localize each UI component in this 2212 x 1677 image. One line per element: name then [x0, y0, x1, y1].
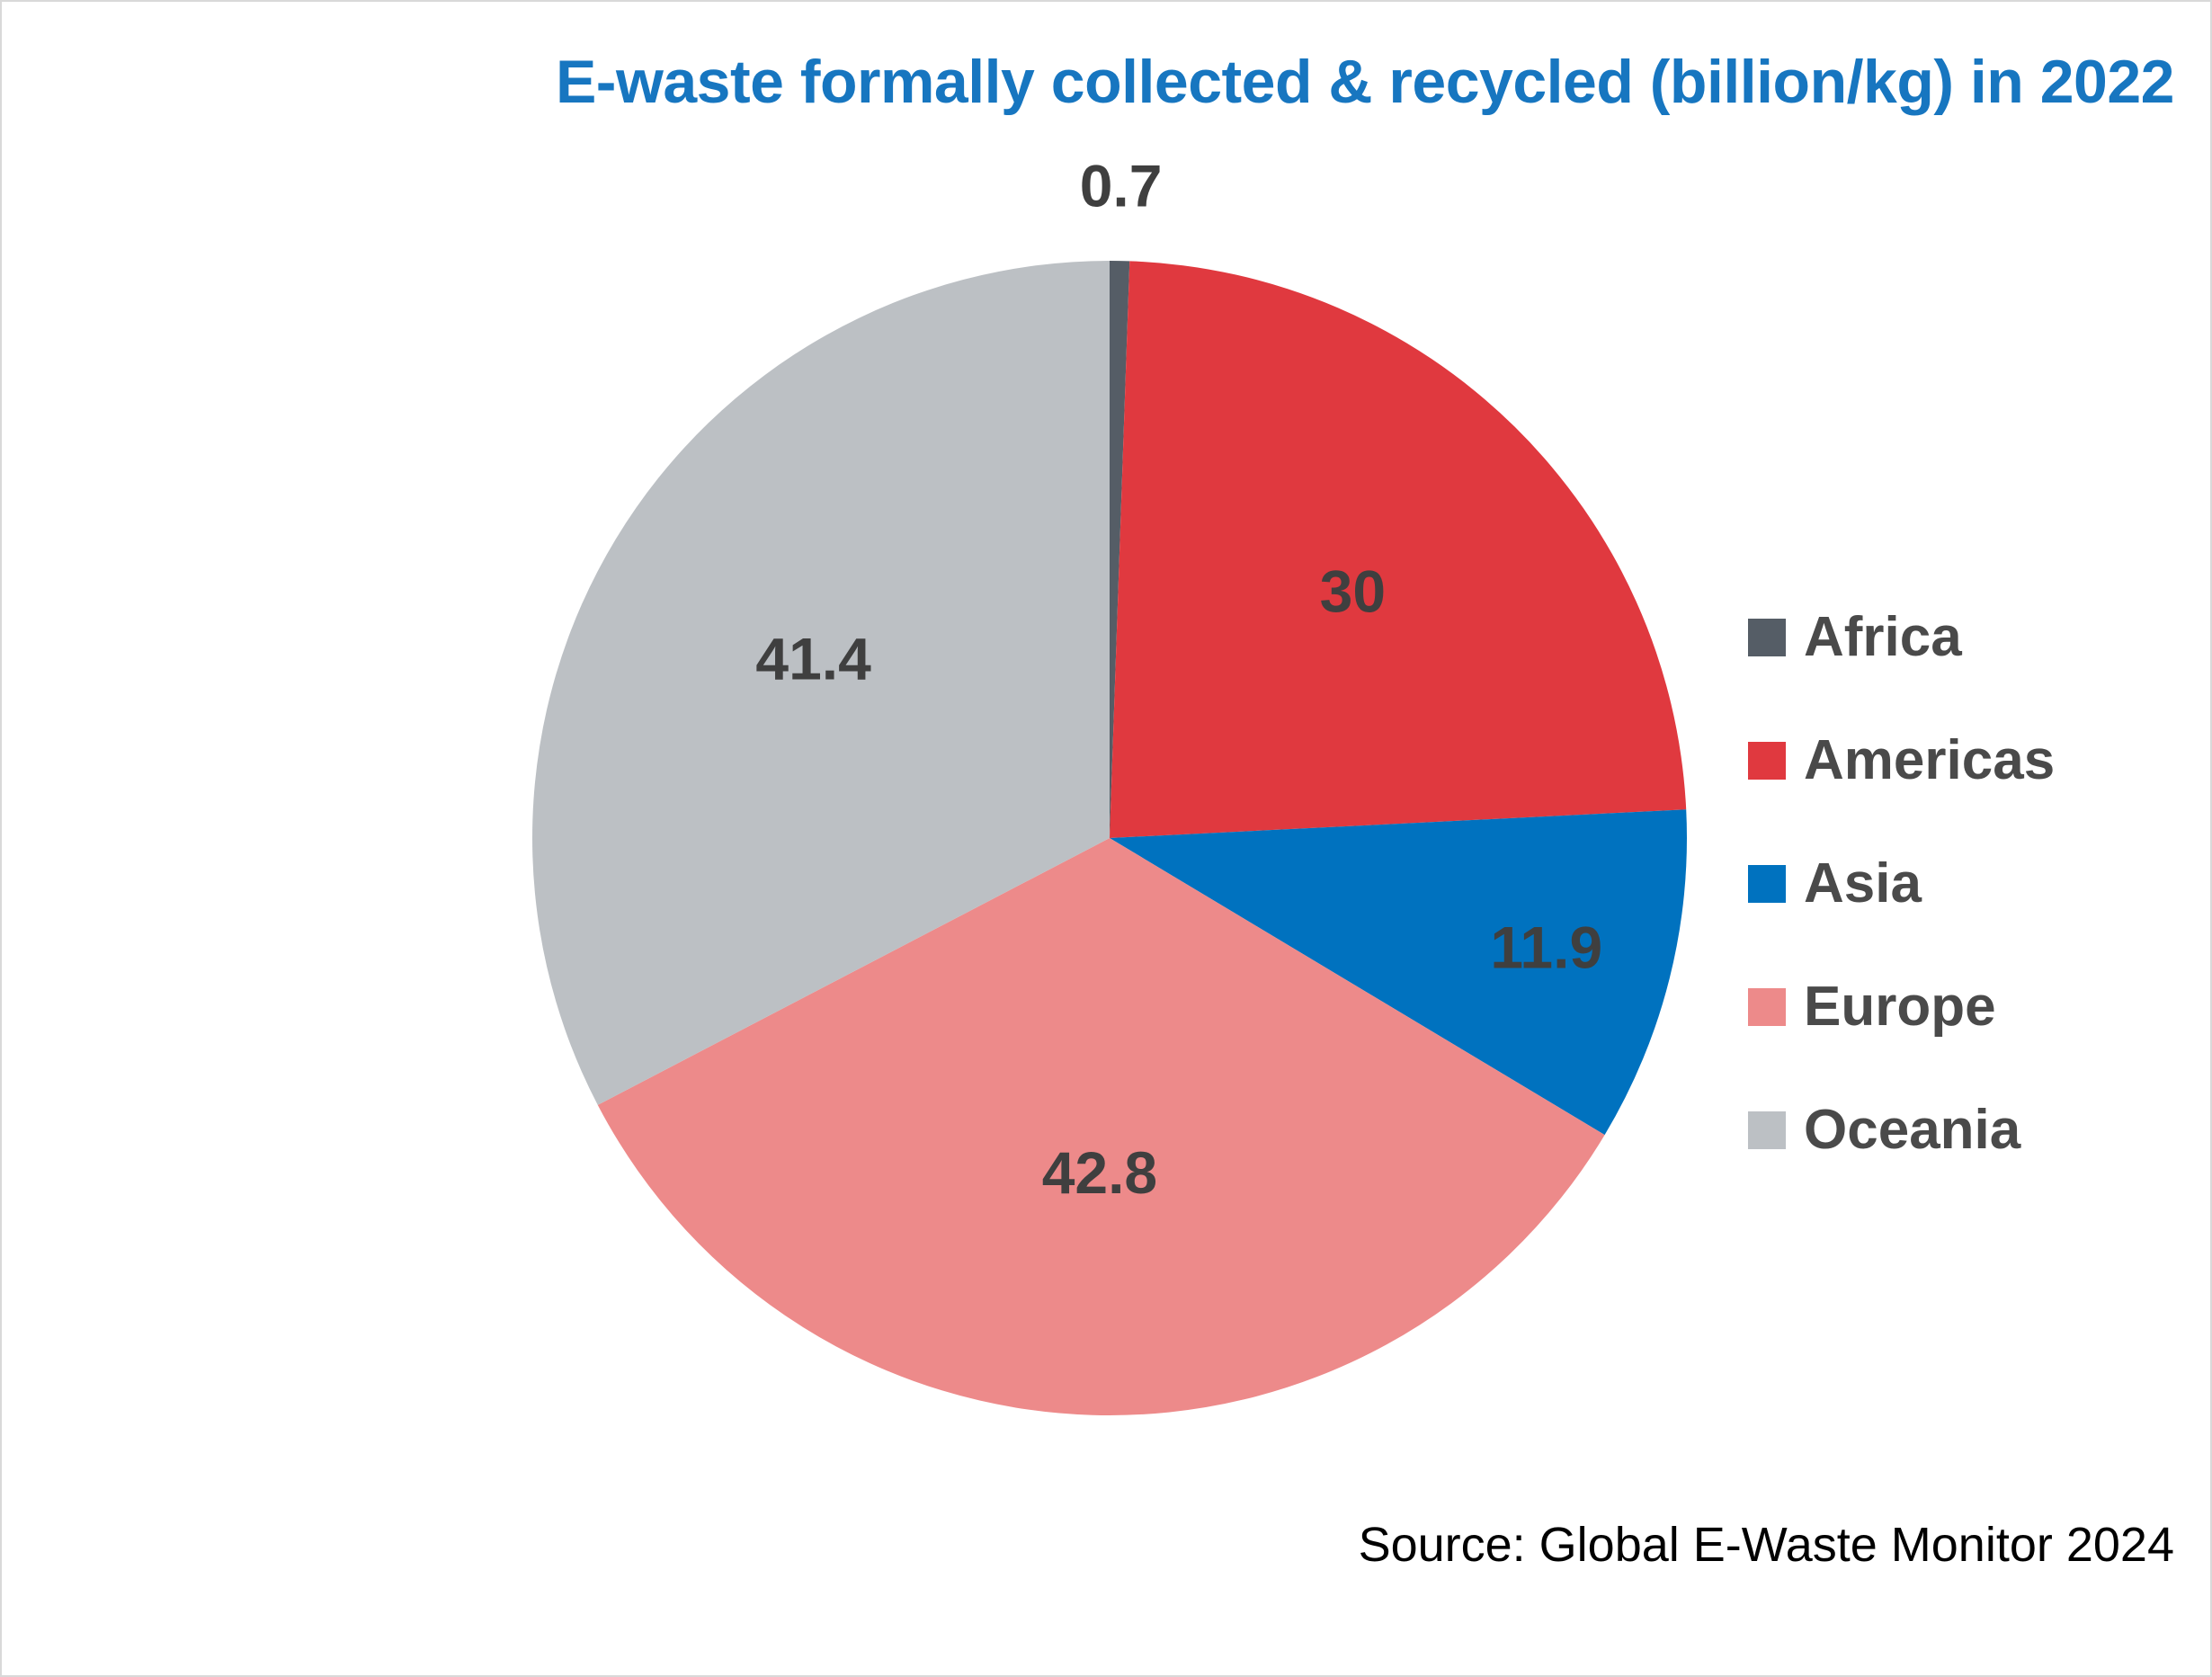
legend-item-americas: Americas — [1748, 699, 2055, 822]
pie-slice-africa — [1110, 261, 1130, 838]
legend-swatch-europe — [1748, 987, 1786, 1026]
data-label-oceania: 41.4 — [755, 625, 871, 691]
legend-swatch-americas — [1748, 741, 1786, 780]
data-label-americas: 30 — [1320, 558, 1386, 625]
legend: Africa Americas Asia Europe Oceania — [1748, 575, 2055, 1191]
legend-swatch-asia — [1748, 864, 1786, 903]
legend-label-africa: Africa — [1804, 606, 1962, 668]
legend-item-asia: Asia — [1748, 822, 2055, 945]
data-label-europe: 42.8 — [1042, 1139, 1157, 1206]
pie-slice-oceania — [532, 261, 1110, 1105]
legend-item-europe: Europe — [1748, 945, 2055, 1068]
legend-label-americas: Americas — [1804, 729, 2056, 791]
legend-item-oceania: Oceania — [1748, 1068, 2055, 1191]
pie-slice-europe — [597, 838, 1605, 1415]
legend-swatch-oceania — [1748, 1111, 1786, 1149]
chart-title: E-waste formally collected & recycled (b… — [555, 48, 2175, 116]
legend-label-oceania: Oceania — [1804, 1099, 2021, 1161]
legend-label-europe: Europe — [1804, 976, 1996, 1038]
legend-label-asia: Asia — [1804, 852, 1922, 914]
legend-item-africa: Africa — [1748, 575, 2055, 699]
data-label-asia: 11.9 — [1490, 914, 1602, 981]
data-label-africa: 0.7 — [1080, 153, 1163, 219]
pie-slice-americas — [1110, 261, 1687, 838]
pie-slice-asia — [1110, 809, 1687, 1136]
source-note: Source: Global E-Waste Monitor 2024 — [1358, 1518, 2174, 1572]
legend-swatch-africa — [1748, 618, 1786, 656]
